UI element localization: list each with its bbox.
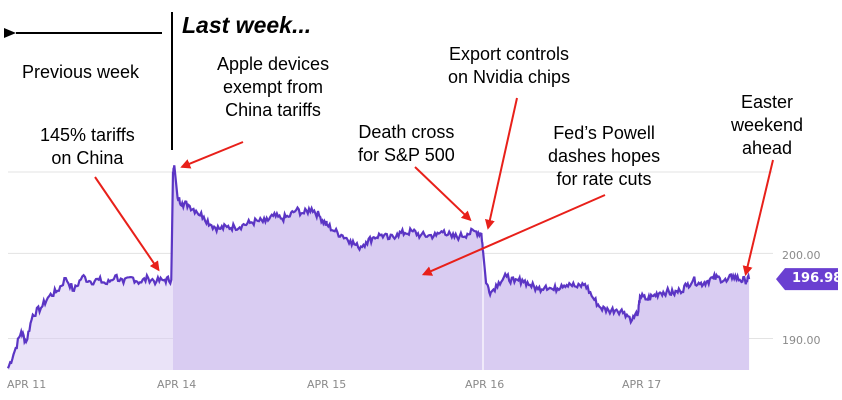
annotation-nvidia: Export controls on Nvidia chips (448, 44, 571, 87)
annotation-apple: Apple devices exempt from China tariffs (217, 54, 330, 120)
previous-week-label: Previous week (22, 62, 140, 82)
xtick-label: APR 14 (157, 378, 197, 391)
last-price-badge (776, 268, 838, 291)
annotation-arrow (421, 194, 606, 276)
annotation-tariffs: 145% tariffs on China (40, 125, 135, 168)
price-line (6, 165, 751, 369)
annotation-powell: Fed’s Powell dashes hopes for rate cuts (548, 123, 661, 189)
annotation-easter: Easter weekend ahead (731, 92, 804, 158)
area-last-week (173, 165, 750, 370)
xtick-label: APR 11 (7, 378, 47, 391)
annotation-arrows (94, 97, 774, 277)
last-price-value: 196.98 (792, 271, 842, 287)
annotation-death-cross: Death cross for S&P 500 (358, 122, 455, 165)
annotation-arrow (484, 97, 518, 230)
annotation-arrow (742, 159, 774, 277)
ytick-label: 190.00 (782, 334, 821, 347)
annotation-arrow (414, 166, 472, 222)
last-week-title: Last week... (182, 12, 312, 38)
area-previous-week (8, 171, 174, 370)
annotation-arrow (94, 176, 160, 272)
xtick-label: APR 16 (465, 378, 505, 391)
ytick-label: 200.00 (782, 249, 821, 262)
xtick-label: APR 15 (307, 378, 347, 391)
annotation-arrow (180, 141, 244, 169)
xtick-label: APR 17 (622, 378, 662, 391)
